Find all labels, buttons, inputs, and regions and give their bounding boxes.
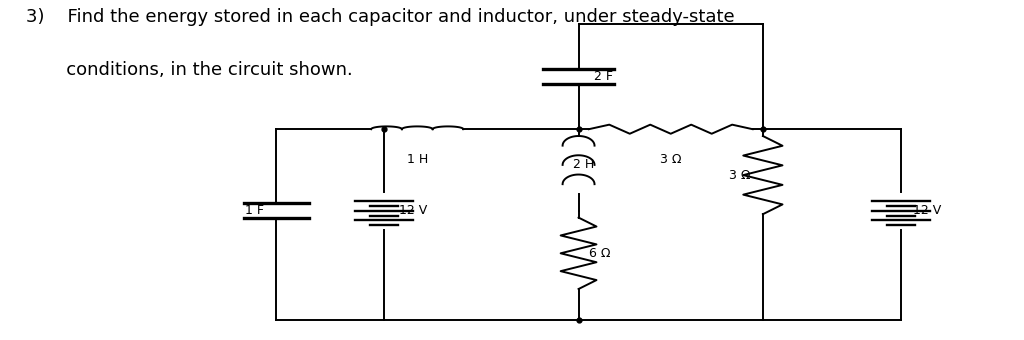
Text: 12 V: 12 V: [913, 204, 942, 217]
Text: 2 F: 2 F: [594, 70, 613, 83]
Text: 2 H: 2 H: [573, 158, 595, 171]
Text: 3 Ω: 3 Ω: [660, 153, 681, 166]
Text: 1 H: 1 H: [407, 153, 428, 166]
Text: 3)    Find the energy stored in each capacitor and inductor, under steady-state: 3) Find the energy stored in each capaci…: [26, 8, 734, 27]
Text: 6 Ω: 6 Ω: [589, 247, 610, 260]
Text: conditions, in the circuit shown.: conditions, in the circuit shown.: [26, 61, 352, 79]
Text: 3 Ω: 3 Ω: [729, 169, 751, 182]
Text: 1 F: 1 F: [245, 204, 264, 217]
Text: 12 V: 12 V: [399, 204, 428, 217]
